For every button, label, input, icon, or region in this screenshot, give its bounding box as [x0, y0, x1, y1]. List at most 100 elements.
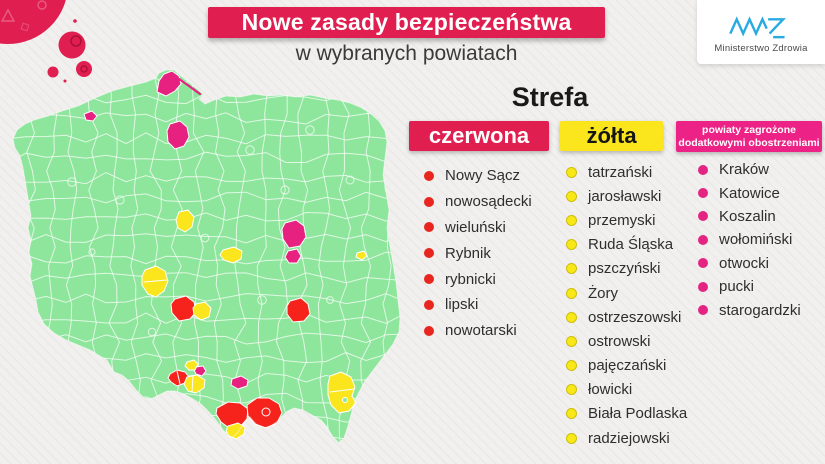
- list-item: radziejowski: [566, 426, 687, 450]
- list-item: rybnicki: [424, 266, 532, 292]
- map-region-krakow: [230, 375, 249, 390]
- list-item: nowotarski: [424, 318, 532, 344]
- powiat-name: jarosławski: [588, 187, 662, 205]
- list-item: Ruda Śląska: [566, 233, 687, 257]
- pink-bullet-icon: [698, 211, 708, 222]
- yellow-zone-list: tatrzański jarosławski przemyski Ruda Śl…: [566, 160, 687, 450]
- yellow-bullet-icon: [566, 311, 577, 323]
- yellow-bullet-icon: [566, 214, 577, 226]
- powiat-name: Koszalin: [719, 207, 776, 225]
- page-subtitle: w wybranych powiatach: [295, 42, 518, 65]
- powiat-name: nowotarski: [445, 322, 517, 340]
- map-region-starogardzki: [166, 120, 190, 150]
- map-region-nowosadecki-nowy-sacz: [246, 397, 283, 429]
- pink-bullet-icon: [698, 234, 708, 245]
- list-item: Kraków: [698, 158, 801, 181]
- list-item: łowicki: [566, 378, 687, 402]
- map-region-lowicki: [219, 246, 243, 264]
- zone-banner-threatened: powiaty zagrożone dodatkowymi obostrzeni…: [676, 121, 822, 152]
- powiat-name: radziejowski: [588, 429, 670, 447]
- red-zone-list: Nowy Sącz nowosądecki wieluński Rybnik r…: [424, 163, 532, 344]
- map-region-biala-podlaska: [355, 250, 368, 261]
- list-item: Katowice: [698, 181, 801, 204]
- powiat-name: pucki: [719, 278, 755, 296]
- powiat-name: wieluński: [445, 218, 506, 236]
- list-item: Nowy Sącz: [424, 163, 532, 189]
- list-item: Koszalin: [698, 205, 801, 228]
- zone-yellow-label: żółta: [586, 123, 637, 148]
- pink-bullet-icon: [698, 281, 708, 292]
- map-region-otwocki: [284, 248, 302, 264]
- map-region-pucki: [156, 70, 182, 97]
- yellow-bullet-icon: [566, 432, 577, 444]
- red-bullet-icon: [424, 170, 434, 181]
- zone-threatened-label-line2: dodatkowymi obostrzeniami: [678, 136, 820, 149]
- list-item: starogardzki: [698, 298, 801, 321]
- ministry-logo-label: Ministerstwo Zdrowia: [714, 43, 808, 54]
- powiat-name: łowicki: [588, 381, 633, 399]
- powiat-name: Rybnik: [445, 244, 491, 262]
- powiat-name: przemyski: [588, 211, 656, 229]
- powiat-name: lipski: [445, 296, 479, 314]
- list-item: pajęczański: [566, 354, 687, 378]
- map-region-lipski: [286, 297, 311, 323]
- list-item: otwocki: [698, 252, 801, 275]
- red-bullet-icon: [424, 325, 434, 336]
- pink-bullet-icon: [698, 188, 708, 199]
- list-item: Żory: [566, 281, 687, 305]
- red-bullet-icon: [424, 222, 434, 233]
- zone-banner-red: czerwona: [409, 121, 549, 151]
- powiat-name: rybnicki: [445, 270, 496, 288]
- pink-bullet-icon: [698, 305, 708, 316]
- map-region-wolominski: [281, 219, 307, 249]
- powiat-name: Biała Podlaska: [588, 405, 688, 423]
- zone-banner-yellow: żółta: [560, 121, 663, 151]
- yellow-bullet-icon: [566, 166, 577, 178]
- map-region-jaroslawski-przemyski: [327, 371, 357, 414]
- yellow-bullet-icon: [566, 190, 577, 202]
- pink-bullet-icon: [698, 258, 708, 269]
- map-region-pszczynski-zory: [183, 374, 206, 394]
- yellow-bullet-icon: [566, 263, 577, 275]
- powiat-name: Żory: [588, 284, 618, 302]
- list-item: lipski: [424, 292, 532, 318]
- list-item: ostrowski: [566, 329, 687, 353]
- powiat-name: pajęczański: [588, 357, 667, 375]
- list-item: Biała Podlaska: [566, 402, 687, 426]
- powiat-name: otwocki: [719, 254, 770, 272]
- list-item: wołomiński: [698, 228, 801, 251]
- powiat-name: wołomiński: [719, 231, 793, 249]
- list-item: pucki: [698, 275, 801, 298]
- yellow-bullet-icon: [566, 360, 577, 372]
- map-region-koszalin: [83, 110, 98, 122]
- powiat-name: Ruda Śląska: [588, 236, 674, 254]
- decorative-blobs: [0, 0, 92, 83]
- red-bullet-icon: [424, 274, 434, 285]
- list-item: ostrzeszowski: [566, 305, 687, 329]
- powiat-name: Nowy Sącz: [445, 167, 521, 185]
- map-region-pajeczanski: [192, 301, 212, 321]
- zone-red-label: czerwona: [428, 123, 530, 148]
- powiat-name: pszczyński: [588, 260, 661, 278]
- powiat-name: Katowice: [719, 184, 780, 202]
- list-item: przemyski: [566, 208, 687, 232]
- powiat-name: nowosądecki: [445, 193, 532, 211]
- ministry-logo-card: Ministerstwo Zdrowia: [697, 0, 825, 64]
- page-title: Nowe zasady bezpieczeństwa: [241, 9, 572, 35]
- powiat-name: ostrowski: [588, 332, 651, 350]
- strefa-heading: Strefa: [511, 82, 589, 112]
- powiat-name: starogardzki: [719, 301, 801, 319]
- yellow-bullet-icon: [566, 408, 577, 420]
- red-bullet-icon: [424, 299, 434, 310]
- list-item: Rybnik: [424, 240, 532, 266]
- list-item: tatrzański: [566, 160, 687, 184]
- ministry-logo-icon: [729, 16, 786, 39]
- title-banner: Nowe zasady bezpieczeństwa: [208, 7, 605, 38]
- list-item: jarosławski: [566, 184, 687, 208]
- powiat-name: ostrzeszowski: [588, 308, 682, 326]
- yellow-bullet-icon: [566, 287, 577, 299]
- list-item: pszczyński: [566, 257, 687, 281]
- threatened-list: Kraków Katowice Koszalin wołomiński otwo…: [698, 158, 801, 322]
- map-region-ruda-slaska: [184, 359, 199, 371]
